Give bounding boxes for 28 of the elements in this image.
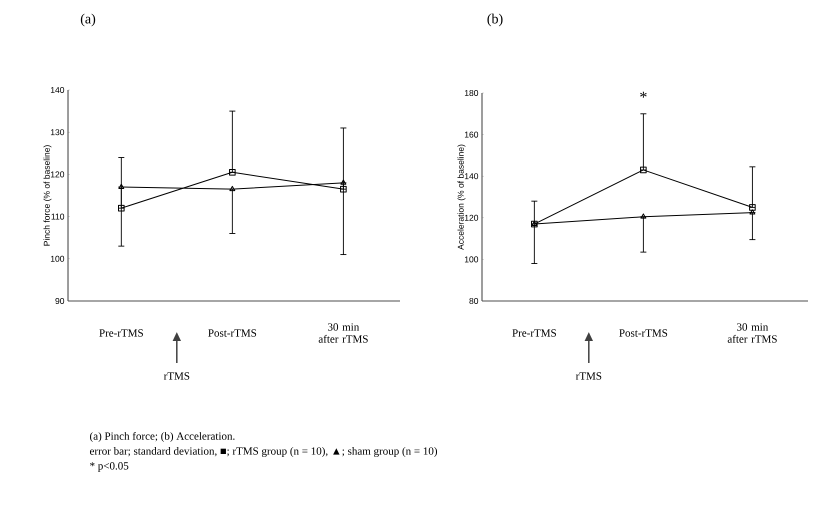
x-tick-label: 30 min after rTMS xyxy=(728,323,777,343)
text: (a) Pinch force; (b) Acceleration. xyxy=(90,432,235,442)
x-tick-label: 30 min after rTMS xyxy=(318,323,368,343)
y-tick-label: 130 xyxy=(50,129,64,136)
y-tick-label: 80 xyxy=(469,298,478,304)
y-tick-label: 120 xyxy=(464,214,478,221)
y-tick-label: 140 xyxy=(50,86,64,94)
text: error bar; standard deviation, ■; rTMS group (n = 10), ▲; sham group (n = 10) xyxy=(90,447,438,457)
y-tick-label: 160 xyxy=(464,132,478,138)
y-axis-title: Pinch force (% of baseline) xyxy=(44,145,52,246)
x-tick-label: Post-rTMS xyxy=(208,329,256,337)
chart-title: (b) xyxy=(487,14,503,26)
x-tick-label: Post-rTMS xyxy=(619,329,668,337)
x-tick-label: Pre-rTMS xyxy=(512,329,556,337)
chart-title: (a) xyxy=(80,14,96,26)
text: rTMS xyxy=(164,372,190,380)
y-tick-label: 100 xyxy=(464,256,478,262)
y-tick-label: 110 xyxy=(52,214,64,220)
y-tick-label: 100 xyxy=(50,256,64,262)
y-tick-label: 90 xyxy=(55,298,64,304)
x-tick-label: Pre-rTMS xyxy=(99,329,143,337)
y-axis-title: Acceleration (% of baseline) xyxy=(458,144,466,250)
text: rTMS xyxy=(576,372,602,380)
annotation: * xyxy=(640,92,647,98)
y-tick-label: 140 xyxy=(464,173,478,180)
y-tick-label: 120 xyxy=(50,171,64,178)
y-tick-label: 180 xyxy=(464,90,478,96)
text: * p<0.05 xyxy=(90,462,128,472)
